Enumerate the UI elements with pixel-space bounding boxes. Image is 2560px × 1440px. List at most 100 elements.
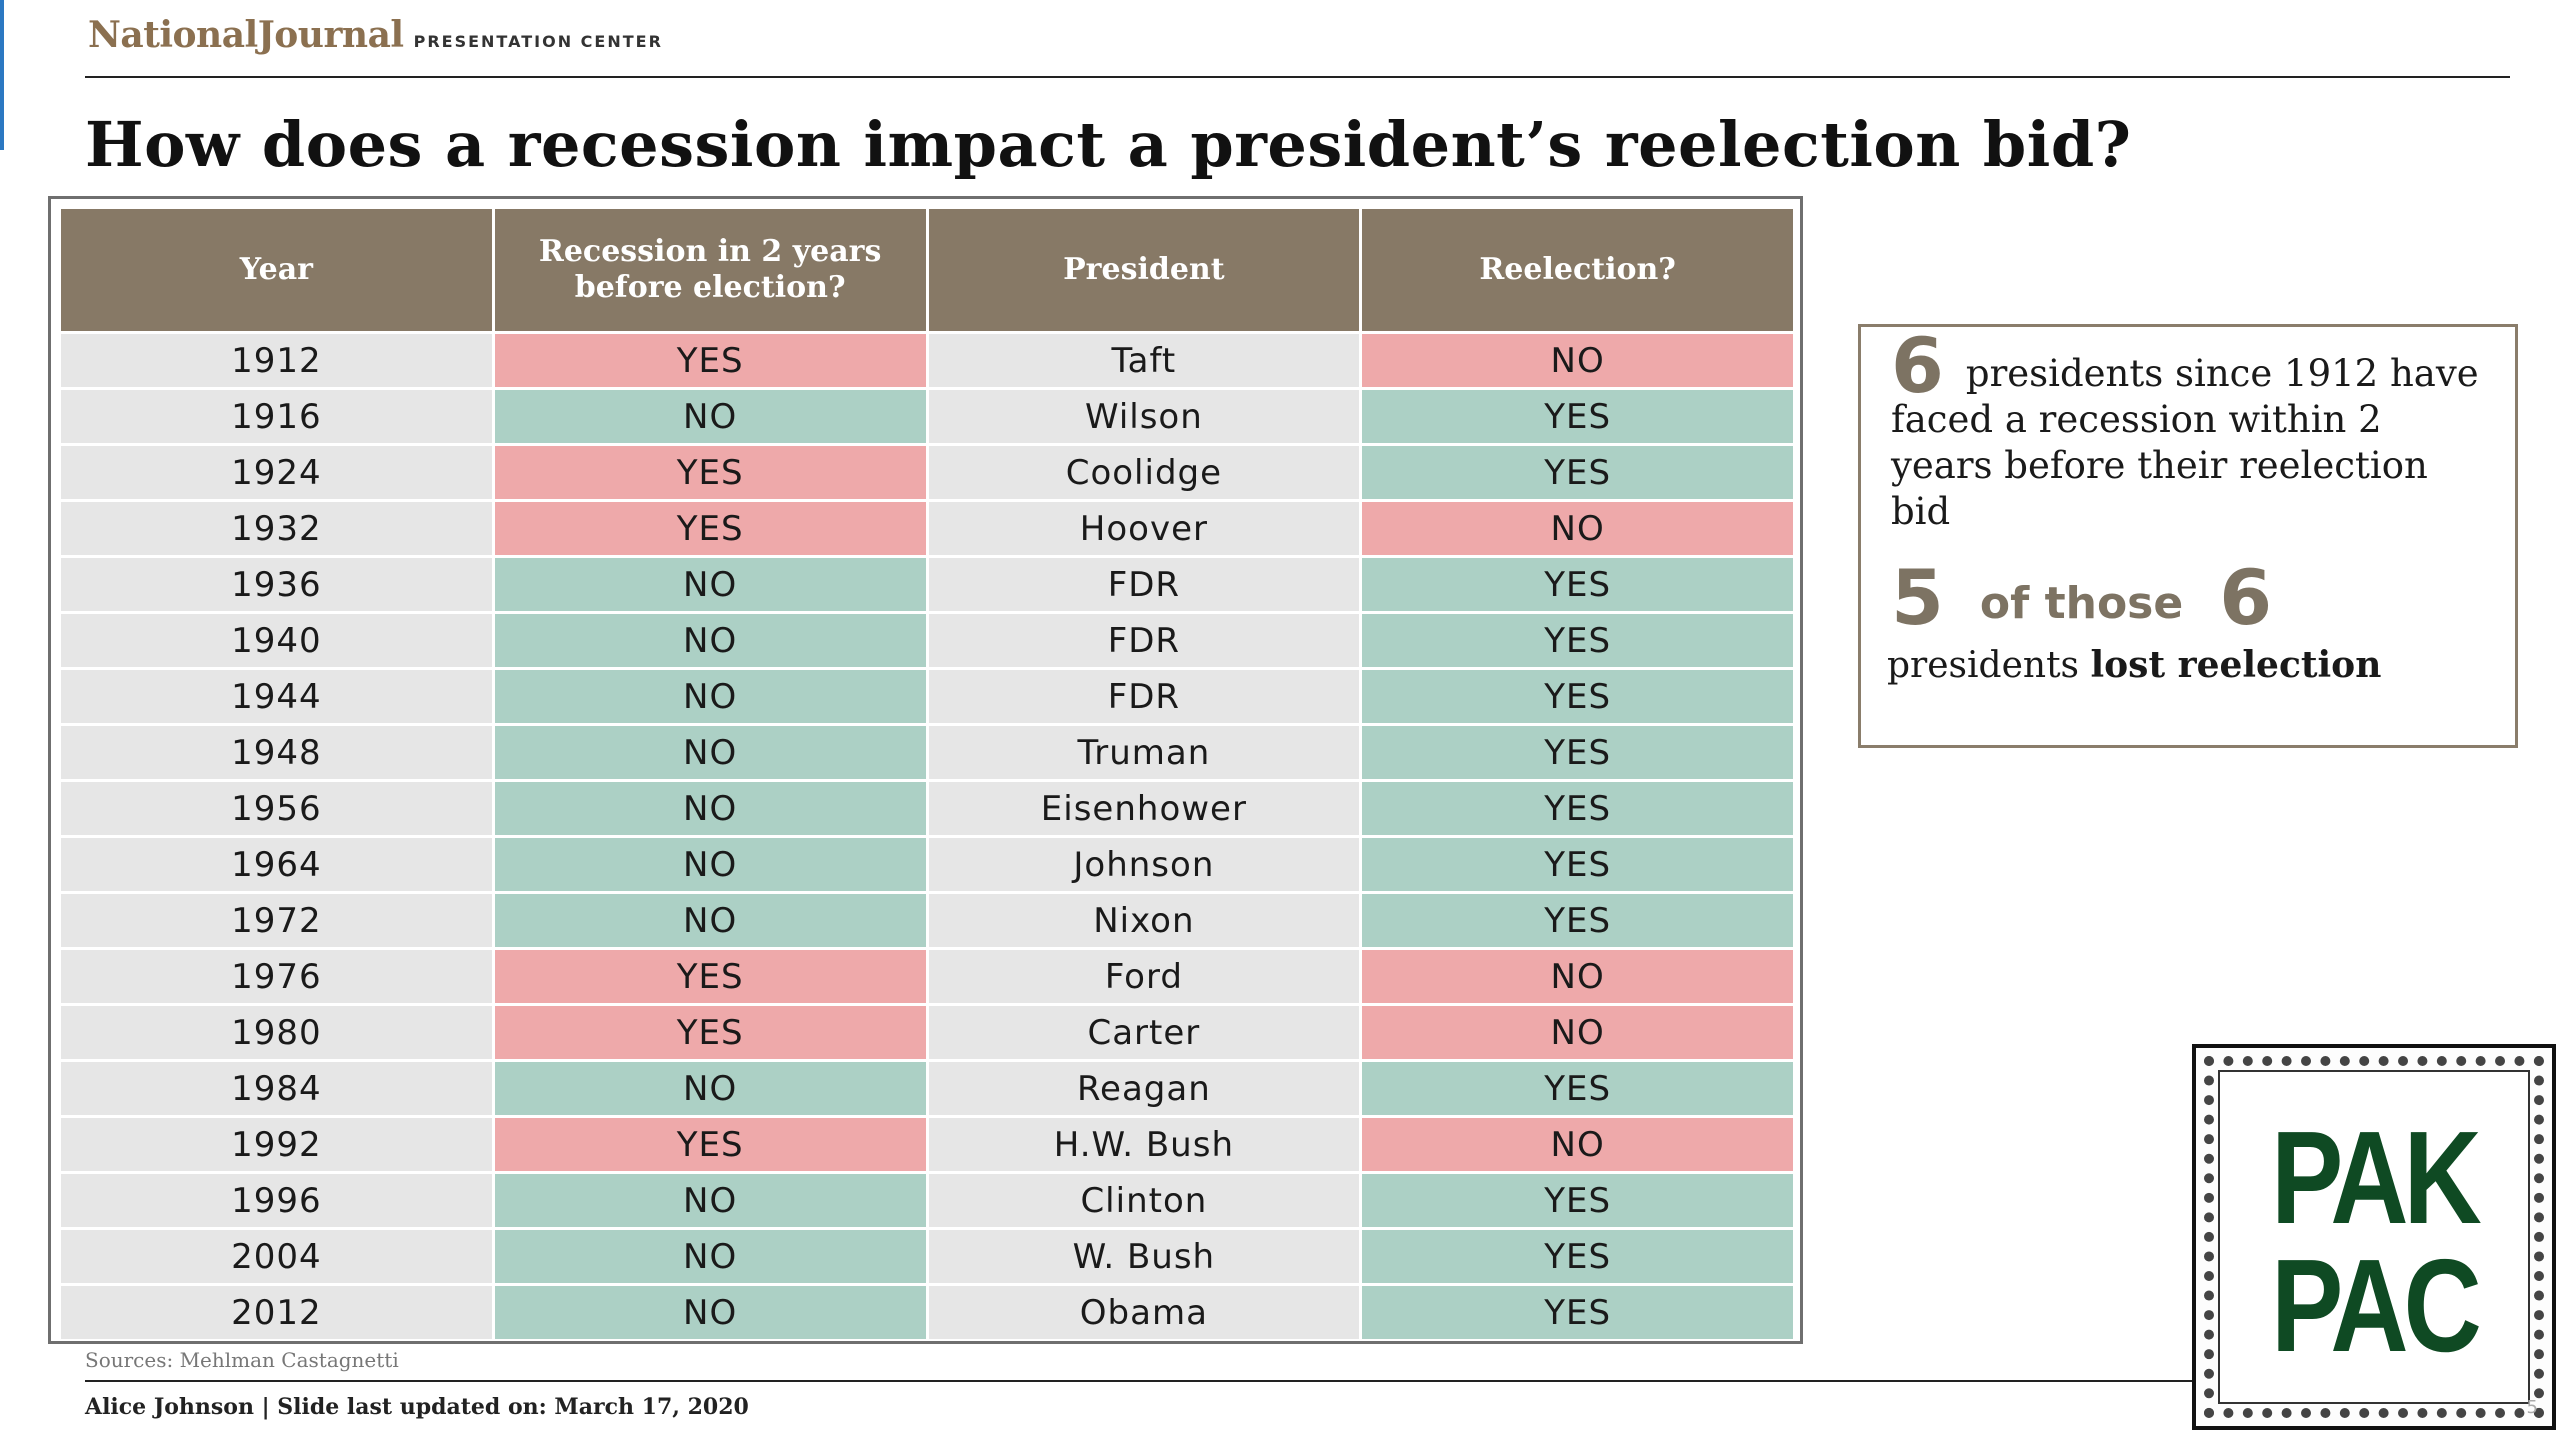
logo-text: PAK PAC <box>2248 1104 2501 1372</box>
left-accent-bar <box>0 0 4 150</box>
cell-president: Clinton <box>928 1174 1360 1227</box>
cell-recession: NO <box>494 390 926 443</box>
cell-year: 1932 <box>61 502 492 555</box>
table-row: 1948 NO Truman YES <box>61 726 1793 779</box>
brand-header: NationalJournal PRESENTATION CENTER <box>88 14 663 56</box>
cell-president: Johnson <box>928 838 1360 891</box>
cell-year: 1980 <box>61 1006 492 1059</box>
stat-text-prefix: presidents <box>1887 645 2080 686</box>
cell-year: 1944 <box>61 670 492 723</box>
stat-number-total: 6 <box>2219 553 2273 642</box>
stat-number-lost: 5 <box>1891 553 1944 642</box>
table-row: 1944 NO FDR YES <box>61 670 1793 723</box>
source-note: Sources: Mehlman Castagnetti <box>85 1348 399 1372</box>
stat-line-3: presidents lost reelection <box>1887 644 2485 686</box>
cell-president: Obama <box>928 1286 1360 1339</box>
cell-year: 1996 <box>61 1174 492 1227</box>
cell-year: 1936 <box>61 558 492 611</box>
logo-inner-frame: PAK PAC <box>2218 1070 2530 1404</box>
cell-recession: YES <box>494 1118 926 1171</box>
cell-recession: NO <box>494 670 926 723</box>
table-row: 1996 NO Clinton YES <box>61 1174 1793 1227</box>
cell-reelection: YES <box>1362 670 1793 723</box>
cell-president: FDR <box>928 558 1360 611</box>
cell-year: 1956 <box>61 782 492 835</box>
column-header-year: Year <box>61 209 492 331</box>
cell-president: Truman <box>928 726 1360 779</box>
cell-reelection: YES <box>1362 1230 1793 1283</box>
cell-year: 1924 <box>61 446 492 499</box>
cell-recession: NO <box>494 894 926 947</box>
logo-ornament-border <box>2204 1056 2544 1418</box>
cell-year: 1916 <box>61 390 492 443</box>
cell-year: 1992 <box>61 1118 492 1171</box>
cell-reelection: YES <box>1362 1062 1793 1115</box>
cell-year: 1972 <box>61 894 492 947</box>
cell-reelection: YES <box>1362 390 1793 443</box>
cell-president: Ford <box>928 950 1360 1003</box>
table-row: 1932 YES Hoover NO <box>61 502 1793 555</box>
table-row: 1980 YES Carter NO <box>61 1006 1793 1059</box>
table-row: 2012 NO Obama YES <box>61 1286 1793 1339</box>
cell-recession: NO <box>494 1230 926 1283</box>
cell-recession: YES <box>494 446 926 499</box>
stat-text-bold: lost reelection <box>2090 644 2382 686</box>
recession-table: Year Recession in 2 years before electio… <box>58 206 1796 1342</box>
table-row: 1956 NO Eisenhower YES <box>61 782 1793 835</box>
cell-recession: NO <box>494 1062 926 1115</box>
cell-president: Taft <box>928 334 1360 387</box>
cell-recession: NO <box>494 1286 926 1339</box>
table-row: 1940 NO FDR YES <box>61 614 1793 667</box>
page-number: 5 <box>2526 1397 2538 1418</box>
slide-title: How does a recession impact a president’… <box>85 108 2132 181</box>
cell-year: 2004 <box>61 1230 492 1283</box>
table-body: 1912 YES Taft NO 1916 NO Wilson YES 1924 YES Cooli… <box>61 334 1793 1339</box>
cell-recession: NO <box>494 558 926 611</box>
cell-recession: NO <box>494 614 926 667</box>
cell-reelection: YES <box>1362 894 1793 947</box>
table-row: 1976 YES Ford NO <box>61 950 1793 1003</box>
cell-year: 1984 <box>61 1062 492 1115</box>
cell-reelection: NO <box>1362 1006 1793 1059</box>
cell-recession: NO <box>494 838 926 891</box>
cell-reelection: NO <box>1362 950 1793 1003</box>
cell-reelection: NO <box>1362 502 1793 555</box>
stat-text-1: presidents since 1912 have faced a reces… <box>1891 352 2479 533</box>
cell-president: Coolidge <box>928 446 1360 499</box>
column-header-president: President <box>928 209 1360 331</box>
cell-reelection: YES <box>1362 1286 1793 1339</box>
column-header-reelection: Reelection? <box>1362 209 1793 331</box>
table-header-row: Year Recession in 2 years before electio… <box>61 209 1793 331</box>
cell-reelection: YES <box>1362 782 1793 835</box>
cell-president: Wilson <box>928 390 1360 443</box>
logo-text-line-1: PAK <box>2271 1104 2482 1251</box>
cell-reelection: YES <box>1362 446 1793 499</box>
stat-of-those: of those <box>1979 578 2184 629</box>
cell-president: W. Bush <box>928 1230 1360 1283</box>
cell-president: H.W. Bush <box>928 1118 1360 1171</box>
cell-year: 1964 <box>61 838 492 891</box>
cell-recession: NO <box>494 1174 926 1227</box>
cell-recession: NO <box>494 726 926 779</box>
stat-line-2: 5 of those 6 <box>1891 553 2485 642</box>
table-frame: Year Recession in 2 years before electio… <box>48 196 1803 1344</box>
table-row: 1964 NO Johnson YES <box>61 838 1793 891</box>
cell-year: 2012 <box>61 1286 492 1339</box>
column-header-recession: Recession in 2 years before election? <box>494 209 926 331</box>
brand-name: NationalJournal <box>88 14 404 56</box>
cell-year: 1948 <box>61 726 492 779</box>
table-row: 1984 NO Reagan YES <box>61 1062 1793 1115</box>
top-divider <box>85 76 2510 78</box>
cell-recession: YES <box>494 1006 926 1059</box>
cell-reelection: NO <box>1362 334 1793 387</box>
cell-year: 1976 <box>61 950 492 1003</box>
cell-year: 1912 <box>61 334 492 387</box>
brand-subtitle: PRESENTATION CENTER <box>413 32 663 51</box>
cell-recession: YES <box>494 502 926 555</box>
stat-number-presidents: 6 <box>1891 321 1944 410</box>
cell-president: Hoover <box>928 502 1360 555</box>
cell-reelection: YES <box>1362 838 1793 891</box>
stat-line-1: 6 presidents since 1912 have faced a rece… <box>1891 328 2485 535</box>
table-row: 2004 NO W. Bush YES <box>61 1230 1793 1283</box>
cell-president: Carter <box>928 1006 1360 1059</box>
